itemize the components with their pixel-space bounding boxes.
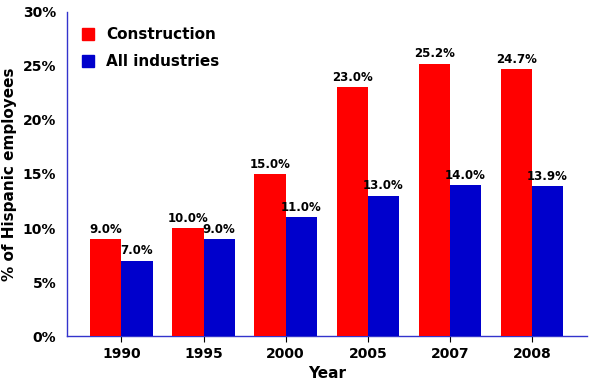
Bar (255, 174, 286, 336)
Text: 11.0%: 11.0% (281, 201, 322, 214)
Text: 24.7%: 24.7% (496, 53, 537, 66)
Bar (336, 88, 368, 336)
Text: 14.0%: 14.0% (445, 169, 486, 181)
Text: 15.0%: 15.0% (250, 158, 290, 171)
Bar (90, 239, 122, 336)
Bar (368, 196, 399, 336)
Text: 9.0%: 9.0% (90, 222, 122, 236)
Bar (419, 64, 450, 336)
X-axis label: Year: Year (308, 366, 345, 381)
Text: 25.2%: 25.2% (414, 47, 455, 60)
Bar (532, 186, 563, 336)
Bar (501, 69, 532, 336)
Text: 13.0%: 13.0% (363, 179, 404, 192)
Bar (122, 260, 152, 336)
Bar (172, 228, 203, 336)
Text: 23.0%: 23.0% (332, 71, 373, 84)
Text: 10.0%: 10.0% (168, 212, 208, 225)
Text: 13.9%: 13.9% (527, 170, 568, 183)
Y-axis label: % of Hispanic employees: % of Hispanic employees (2, 67, 17, 281)
Bar (450, 185, 481, 336)
Bar (203, 239, 235, 336)
Text: 9.0%: 9.0% (203, 222, 235, 236)
Legend: Construction, All industries: Construction, All industries (74, 20, 227, 77)
Text: 7.0%: 7.0% (120, 244, 153, 257)
Bar (286, 217, 317, 336)
